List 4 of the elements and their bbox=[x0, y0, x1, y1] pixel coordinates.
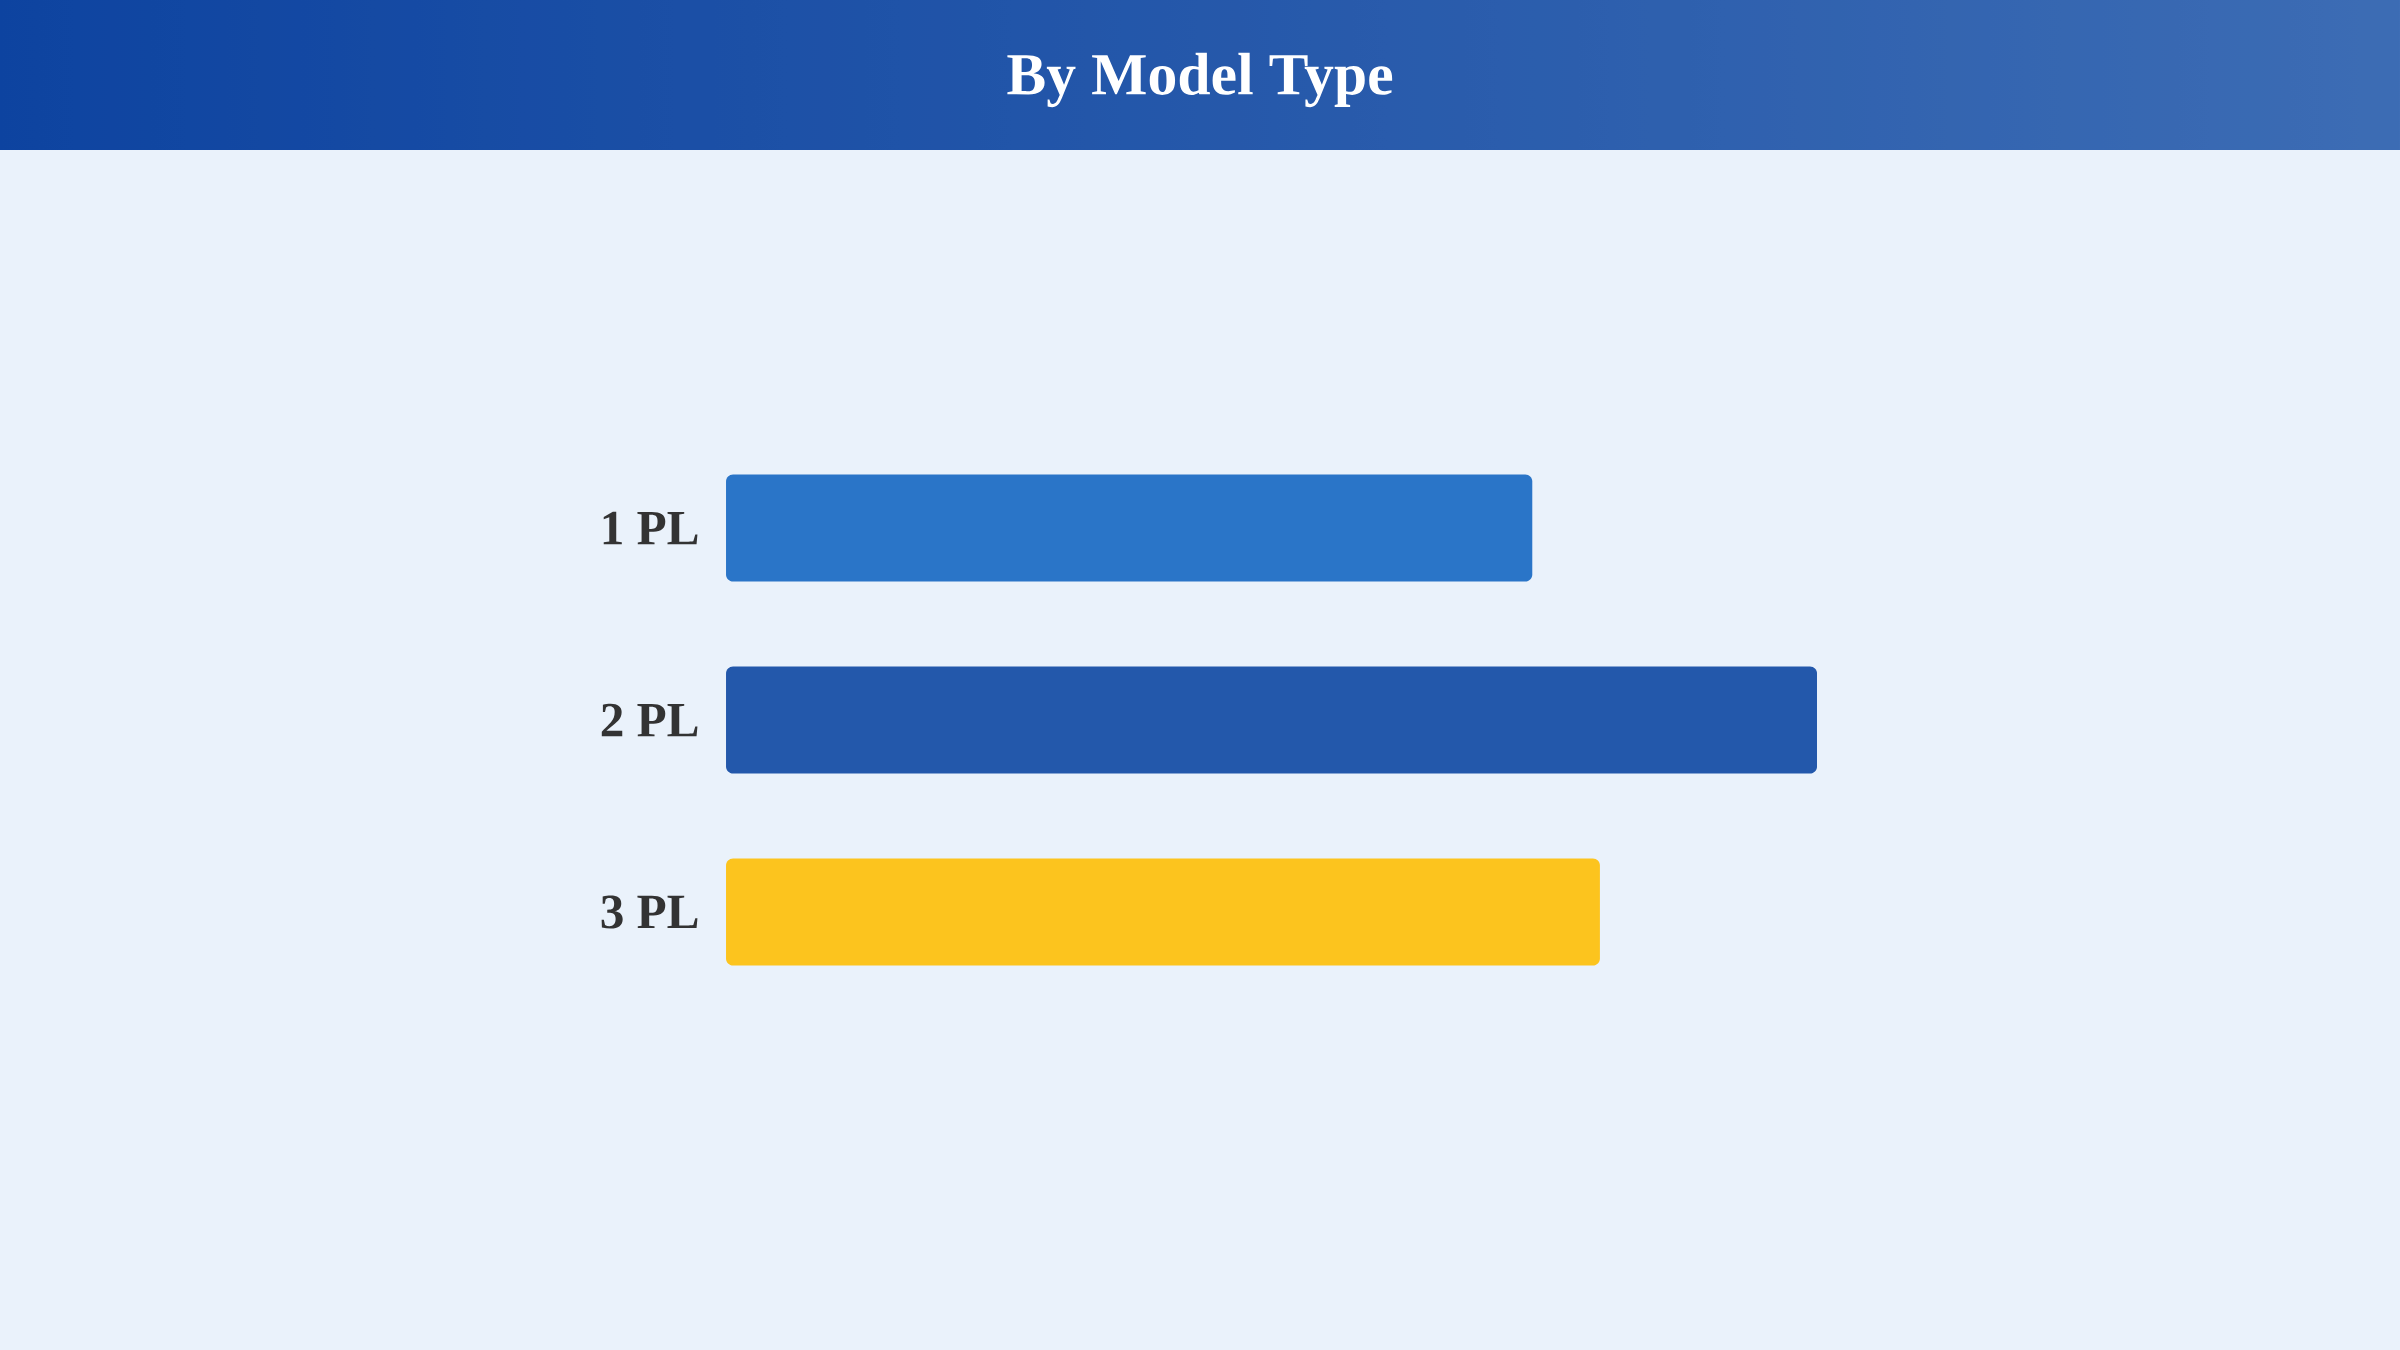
y-tick-label: 2 PL bbox=[601, 703, 698, 737]
y-tick-label: 3 PL bbox=[601, 895, 698, 929]
chart-title: By Model Type bbox=[1007, 52, 1393, 108]
y-tick-label: 1 PL bbox=[603, 511, 698, 545]
